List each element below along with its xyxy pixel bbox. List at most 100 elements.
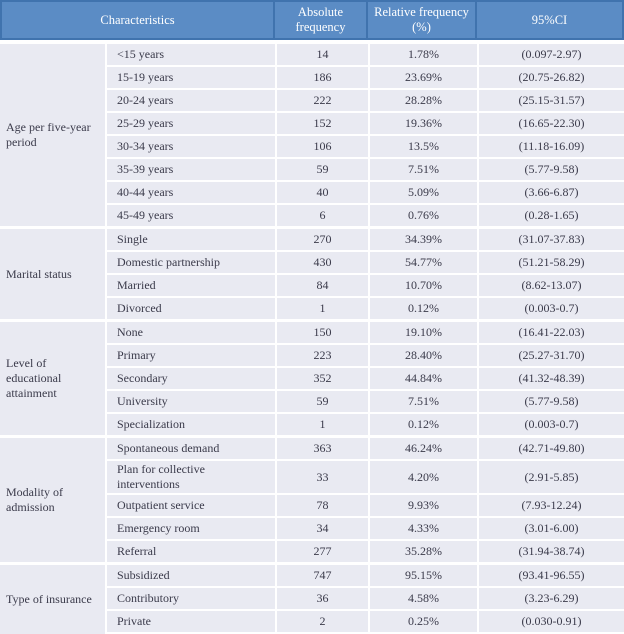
- relative-frequency-cell: 28.28%: [368, 88, 477, 111]
- ci-cell: (5.77-9.58): [477, 157, 624, 180]
- characteristic-cell: None: [105, 319, 275, 343]
- col-header-relative-frequency: Relative frequency (%): [368, 0, 477, 40]
- characteristic-cell: 40-44 years: [105, 180, 275, 203]
- absolute-frequency-cell: 36: [275, 586, 368, 609]
- absolute-frequency-cell: 152: [275, 111, 368, 134]
- relative-frequency-cell: 7.51%: [368, 389, 477, 412]
- characteristic-cell: Specialization: [105, 412, 275, 435]
- table-row: Marital status Single 270 34.39% (31.07-37.8…: [0, 226, 624, 319]
- ci-cell: (20.75-26.82): [477, 65, 624, 88]
- absolute-frequency-cell: 78: [275, 493, 368, 516]
- table-row: University 59 7.51% (5.77-9.58): [0, 389, 624, 412]
- table-row: Referral 277 35.28% (31.94-38.74): [0, 539, 624, 562]
- ci-cell: (5.77-9.58): [477, 389, 624, 412]
- table-row: Type of insurance Subsidized 747 95.15% (93.…: [0, 562, 624, 634]
- absolute-frequency-cell: 84: [275, 273, 368, 296]
- table-row: Modality of admission Spontaneous demand 3…: [0, 435, 624, 562]
- ci-cell: (31.07-37.83): [477, 226, 624, 250]
- absolute-frequency-cell: 59: [275, 157, 368, 180]
- relative-frequency-cell: 4.58%: [368, 586, 477, 609]
- table-row: Level of educational attainment None 150 19…: [0, 319, 624, 435]
- table-row: Married 84 10.70% (8.62-13.07): [0, 273, 624, 296]
- relative-frequency-cell: 54.77%: [368, 250, 477, 273]
- relative-frequency-cell: 23.69%: [368, 65, 477, 88]
- group-label: Age per five-year period: [0, 40, 105, 226]
- ci-cell: (93.41-96.55): [477, 562, 624, 586]
- table-body: Age per five-year period <15 years 14 1.78%…: [0, 40, 624, 634]
- absolute-frequency-cell: 2: [275, 609, 368, 634]
- group-label: Modality of admission: [0, 435, 105, 562]
- characteristic-cell: Single: [105, 226, 275, 250]
- characteristic-cell: Married: [105, 273, 275, 296]
- relative-frequency-cell: 35.28%: [368, 539, 477, 562]
- characteristic-cell: University: [105, 389, 275, 412]
- characteristic-cell: Secondary: [105, 366, 275, 389]
- absolute-frequency-cell: 1: [275, 296, 368, 319]
- characteristic-cell: <15 years: [105, 40, 275, 65]
- ci-cell: (0.003-0.7): [477, 296, 624, 319]
- ci-cell: (0.003-0.7): [477, 412, 624, 435]
- table-row: 35-39 years 59 7.51% (5.77-9.58): [0, 157, 624, 180]
- ci-cell: (0.030-0.91): [477, 609, 624, 634]
- ci-cell: (2.91-5.85): [477, 459, 624, 493]
- ci-cell: (3.66-6.87): [477, 180, 624, 203]
- ci-cell: (51.21-58.29): [477, 250, 624, 273]
- relative-frequency-cell: 0.12%: [368, 412, 477, 435]
- absolute-frequency-cell: 277: [275, 539, 368, 562]
- table-row: Primary 223 28.40% (25.27-31.70): [0, 343, 624, 366]
- table-row: 30-34 years 106 13.5% (11.18-16.09): [0, 134, 624, 157]
- group-label: Type of insurance: [0, 562, 105, 634]
- characteristic-cell: 30-34 years: [105, 134, 275, 157]
- table-row: 25-29 years 152 19.36% (16.65-22.30): [0, 111, 624, 134]
- relative-frequency-cell: 0.76%: [368, 203, 477, 226]
- absolute-frequency-cell: 150: [275, 319, 368, 343]
- absolute-frequency-cell: 6: [275, 203, 368, 226]
- relative-frequency-cell: 10.70%: [368, 273, 477, 296]
- col-header-characteristics: Characteristics: [0, 0, 275, 40]
- relative-frequency-cell: 0.12%: [368, 296, 477, 319]
- ci-cell: (16.41-22.03): [477, 319, 624, 343]
- characteristic-cell: Subsidized: [105, 562, 275, 586]
- characteristic-cell: 45-49 years: [105, 203, 275, 226]
- relative-frequency-cell: 7.51%: [368, 157, 477, 180]
- ci-cell: (11.18-16.09): [477, 134, 624, 157]
- characteristic-cell: Private: [105, 609, 275, 634]
- ci-cell: (25.27-31.70): [477, 343, 624, 366]
- table-row: Emergency room 34 4.33% (3.01-6.00): [0, 516, 624, 539]
- col-header-relative-frequency-line1: Relative frequency: [374, 5, 469, 19]
- table-header: Characteristics Absolute frequency Relat…: [0, 0, 624, 40]
- relative-frequency-cell: 46.24%: [368, 435, 477, 459]
- col-header-absolute-frequency-line2: frequency: [295, 20, 346, 34]
- characteristic-cell: Domestic partnership: [105, 250, 275, 273]
- absolute-frequency-cell: 270: [275, 226, 368, 250]
- characteristic-cell: 35-39 years: [105, 157, 275, 180]
- ci-cell: (25.15-31.57): [477, 88, 624, 111]
- table-row: Divorced 1 0.12% (0.003-0.7): [0, 296, 624, 319]
- relative-frequency-cell: 28.40%: [368, 343, 477, 366]
- ci-cell: (3.23-6.29): [477, 586, 624, 609]
- characteristic-cell: Divorced: [105, 296, 275, 319]
- characteristic-cell: 15-19 years: [105, 65, 275, 88]
- ci-cell: (0.097-2.97): [477, 40, 624, 65]
- table-row: Plan for collective interventions 33 4.20%…: [0, 459, 624, 493]
- ci-cell: (16.65-22.30): [477, 111, 624, 134]
- absolute-frequency-cell: 363: [275, 435, 368, 459]
- characteristic-cell: Spontaneous demand: [105, 435, 275, 459]
- relative-frequency-cell: 5.09%: [368, 180, 477, 203]
- characteristic-cell: Referral: [105, 539, 275, 562]
- table-row: Age per five-year period <15 years 14 1.78%…: [0, 40, 624, 226]
- absolute-frequency-cell: 34: [275, 516, 368, 539]
- relative-frequency-cell: 34.39%: [368, 226, 477, 250]
- table-row: 45-49 years 6 0.76% (0.28-1.65): [0, 203, 624, 226]
- absolute-frequency-cell: 59: [275, 389, 368, 412]
- header-row: Characteristics Absolute frequency Relat…: [0, 0, 624, 40]
- relative-frequency-cell: 44.84%: [368, 366, 477, 389]
- absolute-frequency-cell: 106: [275, 134, 368, 157]
- absolute-frequency-cell: 1: [275, 412, 368, 435]
- absolute-frequency-cell: 352: [275, 366, 368, 389]
- absolute-frequency-cell: 223: [275, 343, 368, 366]
- table-row: 15-19 years 186 23.69% (20.75-26.82): [0, 65, 624, 88]
- characteristic-cell: Emergency room: [105, 516, 275, 539]
- absolute-frequency-cell: 14: [275, 40, 368, 65]
